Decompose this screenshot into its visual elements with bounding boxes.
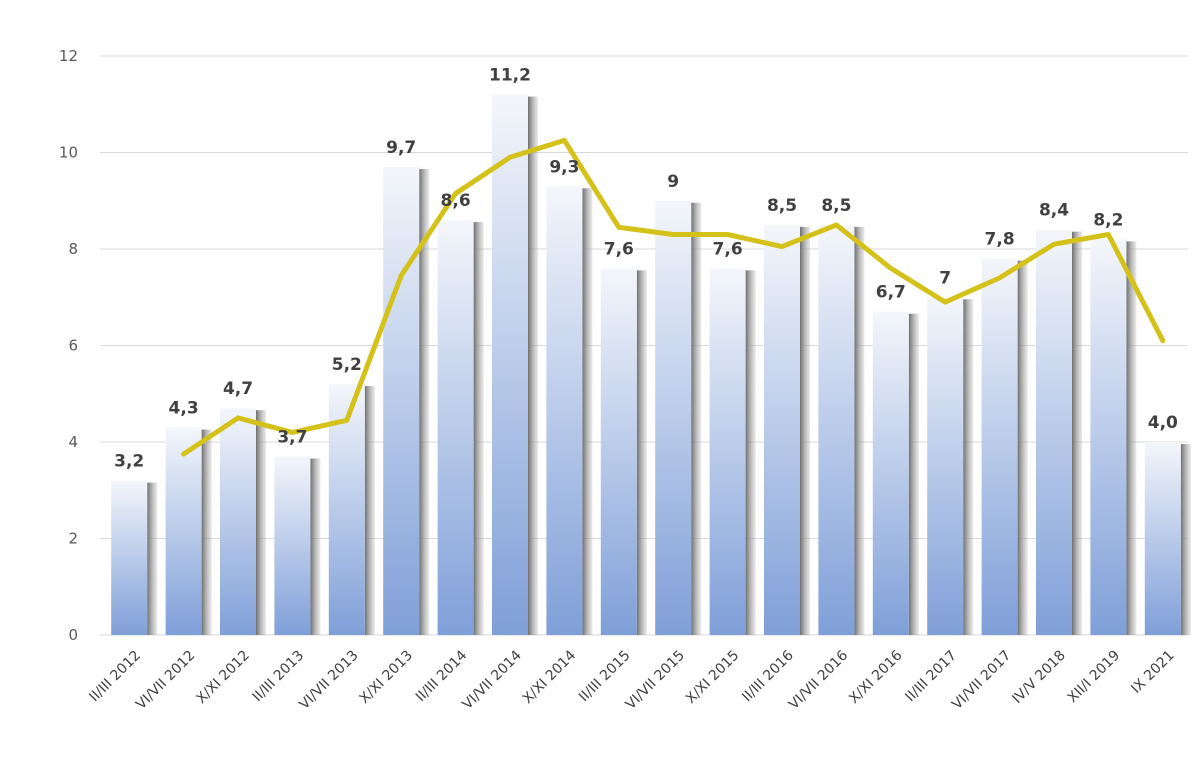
x-category-label: VI/VII 2013 xyxy=(296,648,361,713)
data-label: 11,2 xyxy=(489,66,531,86)
x-category-label: X/XI 2013 xyxy=(357,648,416,707)
data-label: 9,3 xyxy=(549,157,579,177)
bar-shadow xyxy=(908,313,919,635)
data-label: 4,7 xyxy=(223,379,253,399)
data-label: 4,3 xyxy=(169,399,199,419)
x-category-label: VI/VII 2016 xyxy=(786,647,851,712)
bar xyxy=(1036,229,1072,635)
data-label: 5,2 xyxy=(332,355,362,375)
data-label: 8,2 xyxy=(1093,210,1123,230)
y-tick-label: 10 xyxy=(59,144,78,162)
bar xyxy=(546,186,583,635)
bar xyxy=(111,480,148,635)
data-label: 7,6 xyxy=(713,239,743,259)
bar xyxy=(437,220,474,636)
y-tick-label: 6 xyxy=(68,337,78,355)
data-label: 8,5 xyxy=(767,196,797,216)
x-category-label: II/III 2017 xyxy=(902,648,960,706)
bar-shadow xyxy=(310,458,321,635)
x-category-label: VI/VII 2012 xyxy=(133,648,198,713)
x-category-label: II/III 2016 xyxy=(739,647,797,705)
line-series xyxy=(181,137,1166,457)
bar xyxy=(1144,442,1181,635)
bar-shadow xyxy=(1017,260,1028,635)
bar-shadow xyxy=(1180,444,1191,635)
data-label: 9 xyxy=(667,172,679,192)
data-label: 8,4 xyxy=(1039,201,1069,221)
bar xyxy=(927,297,964,635)
y-tick-label: 0 xyxy=(68,626,78,644)
bar xyxy=(274,456,311,635)
bar-shadow xyxy=(419,168,430,635)
x-category-label: II/III 2013 xyxy=(250,648,308,706)
x-category-label: II/III 2012 xyxy=(86,648,144,706)
bar-shadow xyxy=(691,202,702,635)
bar xyxy=(1090,239,1127,635)
trend-line xyxy=(181,137,1166,457)
bar-shadow xyxy=(745,270,756,635)
data-label: 8,6 xyxy=(441,191,471,211)
bar-shadow xyxy=(528,96,538,636)
bar xyxy=(709,268,746,635)
bar xyxy=(165,427,202,635)
x-category-label: II/III 2015 xyxy=(576,648,634,706)
bar-shadow xyxy=(582,188,593,635)
bar-shadow xyxy=(256,410,266,635)
y-axis-tick-labels: 0 2 4 6 8 10 12 xyxy=(59,47,78,644)
bar-shadow xyxy=(1126,241,1137,635)
y-tick-label: 4 xyxy=(68,433,78,451)
bar-shadow xyxy=(364,386,375,635)
bar xyxy=(328,384,365,635)
bar-shadow xyxy=(147,482,158,635)
data-label: 8,5 xyxy=(821,196,851,216)
x-category-label: X/XI 2015 xyxy=(683,648,742,707)
bar-shadow xyxy=(963,299,974,635)
data-label: 3,7 xyxy=(277,427,307,447)
x-category-label: IX 2021 xyxy=(1128,648,1177,697)
bar xyxy=(818,224,855,635)
x-category-label: X/XI 2014 xyxy=(520,647,580,707)
x-category-label: X/XI 2016 xyxy=(846,647,906,707)
bar-shadow xyxy=(473,222,484,636)
bar xyxy=(383,166,420,635)
bar-shadow xyxy=(201,429,212,635)
bar xyxy=(872,311,909,635)
bar-shadow xyxy=(800,226,810,635)
data-label: 7,6 xyxy=(604,239,634,259)
bar-shadow xyxy=(636,270,647,635)
x-category-label: VI/VII 2014 xyxy=(460,647,525,712)
bar xyxy=(655,200,692,635)
data-label: 4,0 xyxy=(1148,413,1178,433)
y-tick-label: 12 xyxy=(59,47,78,65)
bar xyxy=(981,258,1018,635)
bar xyxy=(220,408,256,635)
bar-shadow xyxy=(1072,231,1082,635)
bar xyxy=(764,224,800,635)
data-label: 6,7 xyxy=(876,283,906,303)
bar-series xyxy=(111,94,1191,636)
x-category-label: XII/I 2019 xyxy=(1065,648,1124,707)
bar xyxy=(600,268,637,635)
data-label: 7 xyxy=(939,268,951,288)
x-category-label: II/III 2014 xyxy=(413,647,471,705)
x-category-label: X/XI 2012 xyxy=(193,648,252,707)
data-label: 9,7 xyxy=(386,138,416,158)
y-tick-label: 2 xyxy=(68,530,78,548)
x-category-label: VI/VII 2015 xyxy=(623,648,688,713)
data-label: 3,2 xyxy=(114,452,144,472)
bar xyxy=(492,94,528,636)
bar-shadow xyxy=(854,226,865,635)
data-labels: 3,2 4,3 4,7 3,7 5,2 9,7 8,6 11,2 9,3 7,6 9 7,6 8,5 8,… xyxy=(114,66,1178,472)
x-category-label: IV/V 2018 xyxy=(1009,648,1068,707)
data-label: 7,8 xyxy=(985,230,1015,250)
x-category-label: VI/VII 2017 xyxy=(949,648,1014,713)
y-tick-label: 8 xyxy=(68,240,78,258)
